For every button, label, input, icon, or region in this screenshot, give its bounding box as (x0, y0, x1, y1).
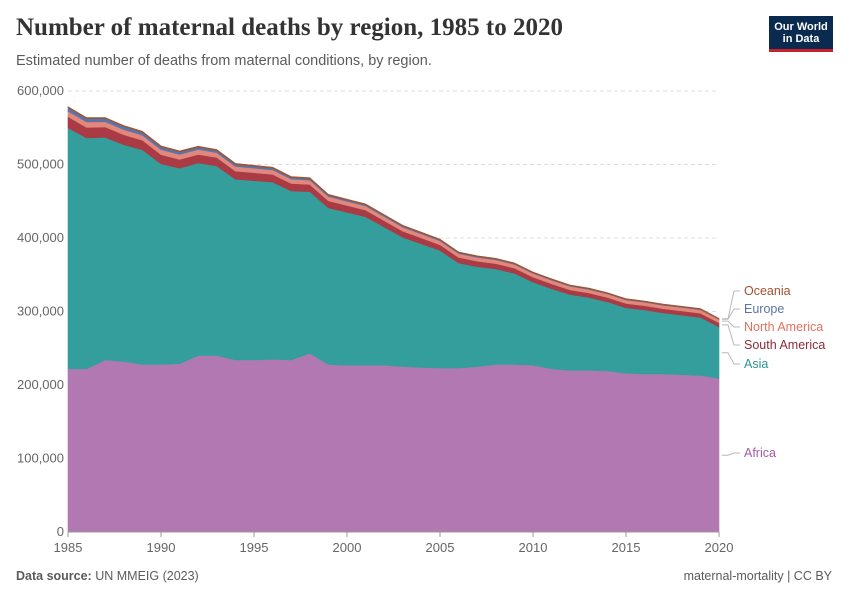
chart-title: Number of maternal deaths by region, 198… (16, 14, 563, 41)
x-tick-label: 2015 (612, 540, 641, 555)
y-tick-label: 100,000 (17, 451, 64, 466)
y-tick-label: 200,000 (17, 377, 64, 392)
series-label-europe: Europe (744, 302, 784, 316)
chart-slug-license[interactable]: maternal-mortality | CC BY (683, 569, 832, 583)
data-source-label: Data source: (16, 569, 92, 583)
series-label-africa: Africa (744, 446, 776, 460)
area-asia (67, 127, 720, 379)
area-africa (67, 353, 720, 533)
y-tick-label: 600,000 (17, 83, 64, 98)
owid-logo[interactable]: Our World in Data (769, 16, 833, 52)
label-leader-line (722, 320, 740, 328)
label-leader-line (722, 308, 740, 320)
logo-line-2: in Data (782, 33, 820, 45)
x-tick-label: 1985 (54, 540, 83, 555)
x-tick-label: 2020 (705, 540, 734, 555)
y-tick-label: 300,000 (17, 304, 64, 319)
area-oceania (67, 106, 720, 320)
data-source-value: UN MMEIG (2023) (95, 569, 199, 583)
data-source: Data source: UN MMEIG (2023) (16, 569, 199, 583)
x-tick-label: 1990 (147, 540, 176, 555)
x-tick-label: 2005 (426, 540, 455, 555)
label-leader-line (722, 324, 740, 346)
x-tick-label: 2010 (519, 540, 548, 555)
y-tick-label: 0 (57, 524, 64, 539)
chart-subtitle: Estimated number of deaths from maternal… (16, 53, 432, 69)
logo-line-1: Our World (774, 21, 828, 33)
series-label-oceania: Oceania (744, 284, 791, 298)
label-leader-line (722, 352, 740, 365)
y-tick-label: 400,000 (17, 230, 64, 245)
x-tick-label: 2000 (333, 540, 362, 555)
x-tick-label: 1995 (240, 540, 269, 555)
series-label-asia: Asia (744, 357, 768, 371)
series-label-south-america: South America (744, 338, 825, 352)
label-leader-line (722, 452, 740, 456)
series-label-north-america: North America (744, 320, 823, 334)
y-tick-label: 500,000 (17, 157, 64, 172)
